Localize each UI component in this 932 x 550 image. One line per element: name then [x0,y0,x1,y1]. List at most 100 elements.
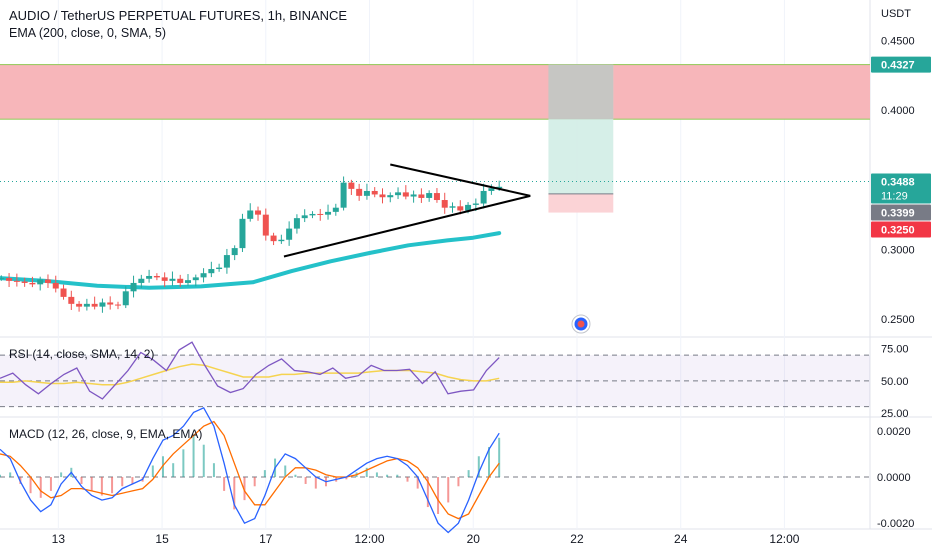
chart-title: AUDIO / TetherUS PERPETUAL FUTURES, 1h, … [9,8,347,23]
candle[interactable] [449,206,456,208]
rsi-tick-label: 25.00 [881,408,909,420]
candle[interactable] [356,188,363,196]
price-label-badge[interactable] [871,204,931,221]
macd-label: MACD (12, 26, close, 9, EMA, EMA) [9,427,202,441]
candle[interactable] [91,303,98,307]
candle[interactable] [262,214,269,236]
candle[interactable] [114,304,121,306]
candle[interactable] [426,193,433,198]
candle[interactable] [37,279,44,285]
candle[interactable] [146,275,153,279]
candle[interactable] [348,182,355,189]
triangle-upper-line[interactable] [390,163,531,197]
resistance-zone[interactable] [0,64,870,120]
candle[interactable] [301,215,308,219]
price-label-badge[interactable] [871,173,931,204]
price-tick-label: 0.2500 [881,314,915,326]
rsi-line [0,341,500,400]
candle[interactable] [363,190,370,196]
candle[interactable] [441,200,448,208]
time-tick-label: 13 [52,532,66,546]
candle[interactable] [185,280,192,283]
price-label-badge[interactable] [871,221,931,238]
price-label-value: 0.3488 [881,176,915,188]
candle[interactable] [387,195,394,198]
time-axis[interactable]: 13 15 17 12:00 20 22 24 12:00 [52,532,800,546]
candle[interactable] [138,278,145,283]
candle[interactable] [239,218,246,249]
position-overlap-area [548,64,614,120]
candle[interactable] [496,186,503,189]
candle[interactable] [60,288,67,297]
candle[interactable] [223,255,230,268]
candle[interactable] [247,210,254,219]
ema-200-line [0,231,502,290]
price-label-countdown: 11:29 [881,190,908,202]
candle[interactable] [29,282,36,285]
candle[interactable] [99,302,106,307]
candle[interactable] [270,235,277,242]
candle[interactable] [286,228,293,240]
candle[interactable] [169,278,176,281]
candle[interactable] [293,218,300,229]
candle[interactable] [255,210,262,215]
candle[interactable] [480,190,487,204]
price-label-badge[interactable] [871,56,931,73]
candle[interactable] [52,282,59,289]
candle[interactable] [130,282,137,292]
candle[interactable] [410,194,417,197]
candle[interactable] [231,248,238,256]
candle[interactable] [278,239,285,242]
candle[interactable] [371,190,378,195]
candle[interactable] [317,213,324,215]
macd-tick-label: 0.0020 [877,426,911,438]
candle[interactable] [472,203,479,205]
candle[interactable] [68,296,75,304]
rsi-tick-label: 50.00 [881,376,909,388]
candle[interactable] [309,213,316,216]
triangle-pattern[interactable] [283,163,531,258]
time-tick-label: 20 [467,532,481,546]
candle[interactable] [200,273,207,278]
candle[interactable] [177,278,184,283]
time-tick-label: 24 [674,532,688,546]
candle[interactable] [83,303,90,307]
candle[interactable] [465,204,472,211]
candle[interactable] [379,194,386,198]
candle[interactable] [418,194,425,198]
candle[interactable] [6,278,13,281]
candle[interactable] [216,267,223,270]
candle[interactable] [153,275,160,278]
candle[interactable] [107,302,114,305]
candle[interactable] [433,193,440,201]
candle[interactable] [13,280,20,282]
macd-signal-line [0,420,500,520]
candle[interactable] [161,277,168,281]
price-axis[interactable]: 0.4500 0.4000 0.3000 0.2500 75.00 50.00 25.00 0… [871,35,931,530]
replay-icon[interactable] [571,314,591,334]
candle[interactable] [21,281,28,283]
rsi-tick-label: 75.00 [881,344,909,356]
macd-pane[interactable] [0,406,870,534]
time-tick-label: 12:00 [769,532,799,546]
candle[interactable] [340,182,347,208]
candle[interactable] [0,278,5,280]
candle[interactable] [44,279,51,283]
triangle-lower-line[interactable] [283,194,531,258]
macd-tick-label: 0.0000 [877,472,911,484]
candle[interactable] [402,192,409,197]
position-stop-area[interactable] [548,193,614,213]
candle[interactable] [192,277,199,281]
candle[interactable] [332,207,339,212]
candle[interactable] [76,303,83,307]
rsi-pane[interactable] [0,341,870,408]
candle[interactable] [122,291,129,306]
candles[interactable] [0,176,503,313]
time-tick-label: 17 [259,532,273,546]
candle[interactable] [488,188,495,191]
candle[interactable] [325,211,332,215]
candle[interactable] [457,206,464,211]
candle[interactable] [395,192,402,196]
candle[interactable] [208,269,215,274]
